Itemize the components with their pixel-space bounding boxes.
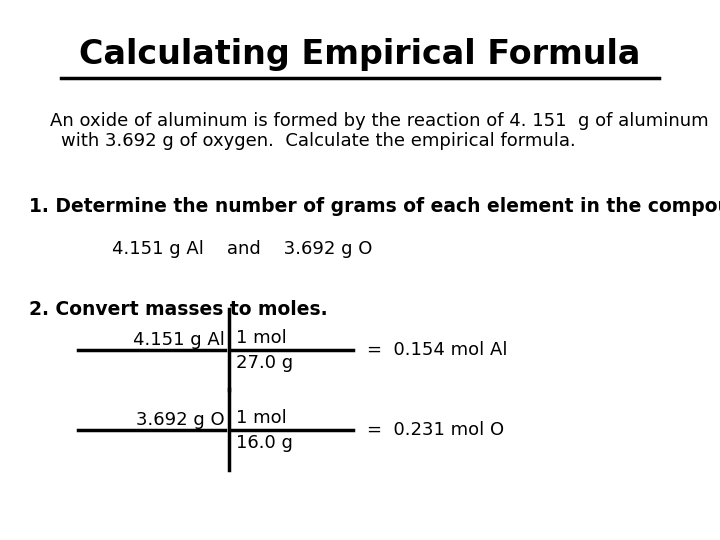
Text: 1 mol: 1 mol [236, 409, 287, 427]
Text: 1 mol: 1 mol [236, 329, 287, 347]
Text: 4.151 g Al: 4.151 g Al [132, 331, 225, 349]
Text: 16.0 g: 16.0 g [236, 434, 293, 452]
Text: 2. Convert masses to moles.: 2. Convert masses to moles. [29, 300, 328, 319]
Text: =  0.154 mol Al: = 0.154 mol Al [367, 341, 508, 359]
Text: An oxide of aluminum is formed by the reaction of 4. 151  g of aluminum: An oxide of aluminum is formed by the re… [50, 112, 709, 130]
Text: with 3.692 g of oxygen.  Calculate the empirical formula.: with 3.692 g of oxygen. Calculate the em… [61, 132, 576, 150]
Text: Calculating Empirical Formula: Calculating Empirical Formula [79, 38, 641, 71]
Text: 4.151 g Al    and    3.692 g O: 4.151 g Al and 3.692 g O [112, 240, 372, 258]
Text: 3.692 g O: 3.692 g O [136, 411, 225, 429]
Text: 27.0 g: 27.0 g [236, 354, 293, 372]
Text: =  0.231 mol O: = 0.231 mol O [367, 421, 504, 439]
Text: 1. Determine the number of grams of each element in the compound.: 1. Determine the number of grams of each… [29, 197, 720, 216]
